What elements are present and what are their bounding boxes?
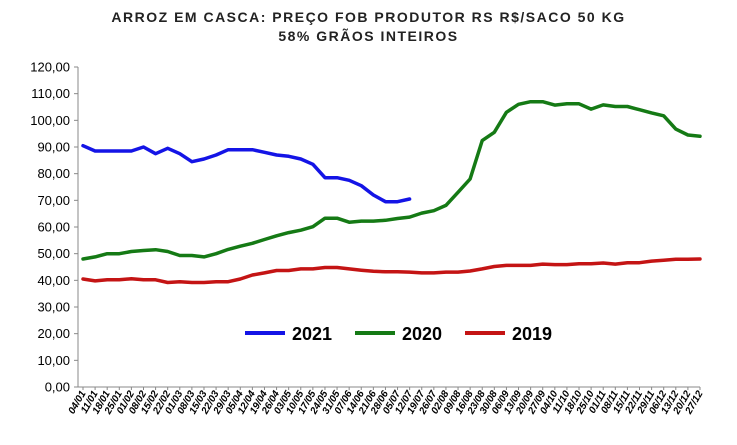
- legend-label-2020: 2020: [402, 324, 442, 344]
- y-tick-label: 0,00: [45, 380, 70, 395]
- y-tick-label: 120,00: [30, 60, 70, 75]
- y-axis-ticks: 0,00 10,00 20,00 30,00 40,00 50,00 60,00 70,00 8…: [30, 60, 78, 395]
- y-tick-label: 30,00: [37, 300, 70, 315]
- y-tick-label: 80,00: [37, 166, 70, 181]
- y-tick-label: 90,00: [37, 140, 70, 155]
- legend-label-2021: 2021: [292, 324, 332, 344]
- y-tick-label: 40,00: [37, 273, 70, 288]
- y-tick-label: 60,00: [37, 220, 70, 235]
- series-line-2021: [81, 143, 412, 204]
- y-tick-label: 110,00: [31, 86, 70, 101]
- chart-axes: [77, 67, 700, 388]
- x-axis-ticks: 04/0111/0118/0125/0101/0208/0215/0222/02…: [67, 387, 706, 417]
- chart-legend: 2021 2020 2019: [245, 324, 552, 344]
- legend-label-2019: 2019: [512, 324, 552, 344]
- y-tick-label: 70,00: [37, 193, 70, 208]
- series-line-2020: [81, 99, 702, 261]
- y-tick-label: 20,00: [37, 326, 70, 341]
- y-tick-label: 50,00: [37, 246, 70, 261]
- y-tick-label: 10,00: [37, 353, 70, 368]
- chart-title: ARROZ EM CASCA: PREÇO FOB PRODUTOR RS R$…: [111, 9, 626, 25]
- series-line-2019: [81, 257, 702, 285]
- y-tick-label: 100,00: [30, 113, 70, 128]
- chart-subtitle: 58% GRÃOS INTEIROS: [278, 28, 459, 44]
- chart-title-block: ARROZ EM CASCA: PREÇO FOB PRODUTOR RS R$…: [0, 8, 737, 46]
- series-lines: [81, 99, 702, 285]
